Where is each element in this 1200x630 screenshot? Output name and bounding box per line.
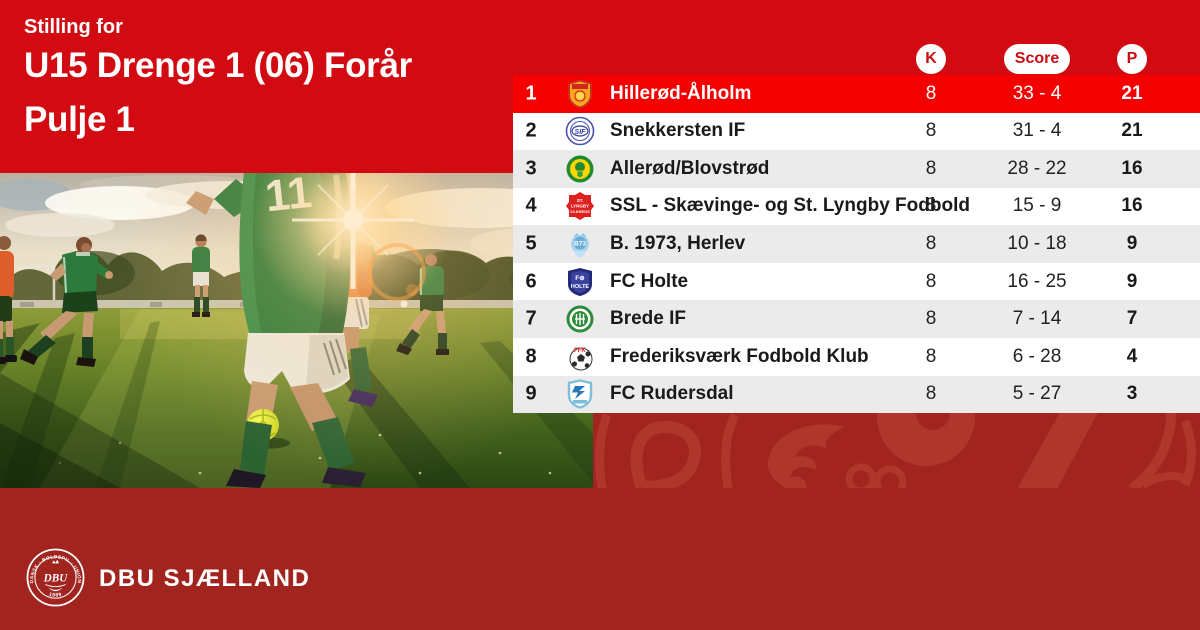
points: 3 — [1126, 383, 1138, 405]
position: 4 — [525, 194, 537, 217]
club-logo-alleroed-blovstroed-icon — [565, 154, 595, 184]
position: 5 — [525, 232, 537, 255]
team-name: Frederiksværk Fodbold Klub — [610, 345, 869, 367]
club-logo-frederiksvaerk-icon: FFK — [565, 342, 595, 372]
goal-score: 33 - 4 — [1012, 82, 1062, 104]
svg-text:FFK: FFK — [574, 348, 586, 354]
table-row: 8 FFK Frederiksværk Fodbold Klub 8 6 - 28 4 — [513, 337, 1200, 376]
column-header-score: Score — [1004, 44, 1070, 74]
svg-text:F⊕: F⊕ — [575, 275, 585, 282]
svg-text:HOLTE: HOLTE — [571, 284, 590, 290]
goal-score: 6 - 28 — [1012, 345, 1062, 367]
column-header-p: P — [1117, 44, 1147, 74]
pretitle: Stilling for — [24, 16, 123, 38]
points: 4 — [1126, 345, 1138, 367]
club-logo-b1973-herlev-icon: B73 — [565, 229, 595, 259]
points: 9 — [1126, 270, 1138, 292]
page-title-line2: Pulje 1 — [24, 100, 135, 139]
goal-score: 28 - 22 — [1007, 157, 1067, 179]
position: 8 — [525, 345, 537, 368]
points: 16 — [1121, 157, 1143, 179]
player-running-green — [20, 237, 113, 367]
table-row: 5 B73 B. 1973, Herlev 8 10 - 18 9 — [513, 225, 1200, 263]
matches-played: 8 — [925, 157, 937, 179]
svg-text:SIF: SIF — [575, 129, 587, 136]
goal-score: 7 - 14 — [1012, 308, 1062, 330]
matches-played: 8 — [925, 383, 937, 405]
goal-score: 31 - 4 — [1012, 120, 1062, 142]
dbu-seal-logo: DANSK · BOLDSPIL · UNION 1889 DBU — [26, 548, 85, 607]
table-row: 3 Allerød/Blovstrød 8 28 - 22 16 — [513, 150, 1200, 188]
points: 9 — [1126, 233, 1138, 255]
player-left-orange — [0, 236, 17, 364]
svg-text:1889: 1889 — [48, 592, 62, 599]
column-header-k: K — [916, 44, 946, 74]
matches-played: 8 — [925, 82, 937, 104]
matches-played: 8 — [925, 233, 937, 255]
matches-played: 8 — [925, 308, 937, 330]
matches-played: 8 — [925, 345, 937, 367]
team-name: FC Holte — [610, 270, 689, 292]
standings-table: 1 Hillerød-Ålholm 8 33 - 4 21 2 SIF Snekkersten… — [513, 75, 1200, 414]
table-row: 2 SIF Snekkersten IF 8 31 - 4 21 — [513, 112, 1200, 151]
svg-text:ST.: ST. — [577, 198, 584, 203]
page-title-line1: U15 Drenge 1 (06) Forår — [24, 46, 412, 85]
dbu-seal-icon: DANSK · BOLDSPIL · UNION 1889 DBU — [26, 548, 85, 607]
position: 3 — [525, 157, 537, 180]
club-logo-snekkersten-if-icon: SIF — [565, 116, 595, 146]
goal-score: 16 - 25 — [1007, 270, 1067, 292]
team-name: Hillerød-Ålholm — [610, 82, 752, 104]
matches-played: 8 — [925, 120, 937, 142]
club-logo-hilleroed-aalholm-icon — [565, 79, 595, 109]
club-logo-ssl-icon: ST. LYNGBY 24.KREDS — [565, 191, 595, 221]
matches-played: 8 — [925, 270, 937, 292]
club-logo-brede-if-icon — [565, 304, 595, 334]
team-name: Allerød/Blovstrød — [610, 157, 770, 179]
field-photo-illustration: 11 — [0, 173, 593, 488]
table-row: 6 F⊕ HOLTE FC Holte 8 16 - 25 9 — [513, 262, 1200, 301]
goal-score: 15 - 9 — [1012, 195, 1062, 217]
goal-score: 5 - 27 — [1012, 383, 1062, 405]
table-row: 9 FC Rudersdal 8 5 - 27 3 — [513, 375, 1200, 414]
seal-center-text: DBU — [43, 573, 69, 585]
matches-played: 8 — [925, 195, 937, 217]
team-name: SSL - Skævinge- og St. Lyngby Fodbold — [610, 195, 970, 217]
svg-text:LYNGBY: LYNGBY — [571, 204, 589, 209]
table-row: 4 ST. LYNGBY 24.KREDS SSL - Skævinge- og St.… — [513, 187, 1200, 226]
club-logo-fc-holte-icon: F⊕ HOLTE — [565, 267, 595, 297]
points: 16 — [1121, 195, 1143, 217]
team-name: FC Rudersdal — [610, 383, 734, 405]
goal-score: 10 - 18 — [1007, 233, 1067, 255]
brand-name: DBU SJÆLLAND — [99, 565, 311, 592]
team-name: B. 1973, Herlev — [610, 233, 746, 255]
team-name: Snekkersten IF — [610, 120, 746, 142]
position: 9 — [525, 382, 537, 405]
svg-text:B73: B73 — [574, 241, 586, 248]
position: 2 — [525, 119, 537, 142]
club-logo-fc-rudersdal-icon — [565, 379, 595, 410]
team-name: Brede IF — [610, 308, 687, 330]
svg-text:24.KREDS: 24.KREDS — [570, 209, 590, 214]
dbu-crest-watermark — [593, 413, 1200, 488]
position: 7 — [525, 307, 537, 330]
points: 21 — [1121, 120, 1143, 142]
table-row: 1 Hillerød-Ålholm 8 33 - 4 21 — [513, 75, 1200, 113]
points: 21 — [1121, 82, 1143, 104]
seal-year: 1889 — [48, 592, 62, 599]
points: 7 — [1126, 308, 1138, 330]
crest-watermark-icon — [595, 413, 1196, 488]
match-photo: 11 — [0, 173, 593, 488]
table-row: 7 Brede IF 8 7 - 14 7 — [513, 300, 1200, 338]
position: 6 — [525, 270, 537, 293]
position: 1 — [525, 82, 537, 105]
